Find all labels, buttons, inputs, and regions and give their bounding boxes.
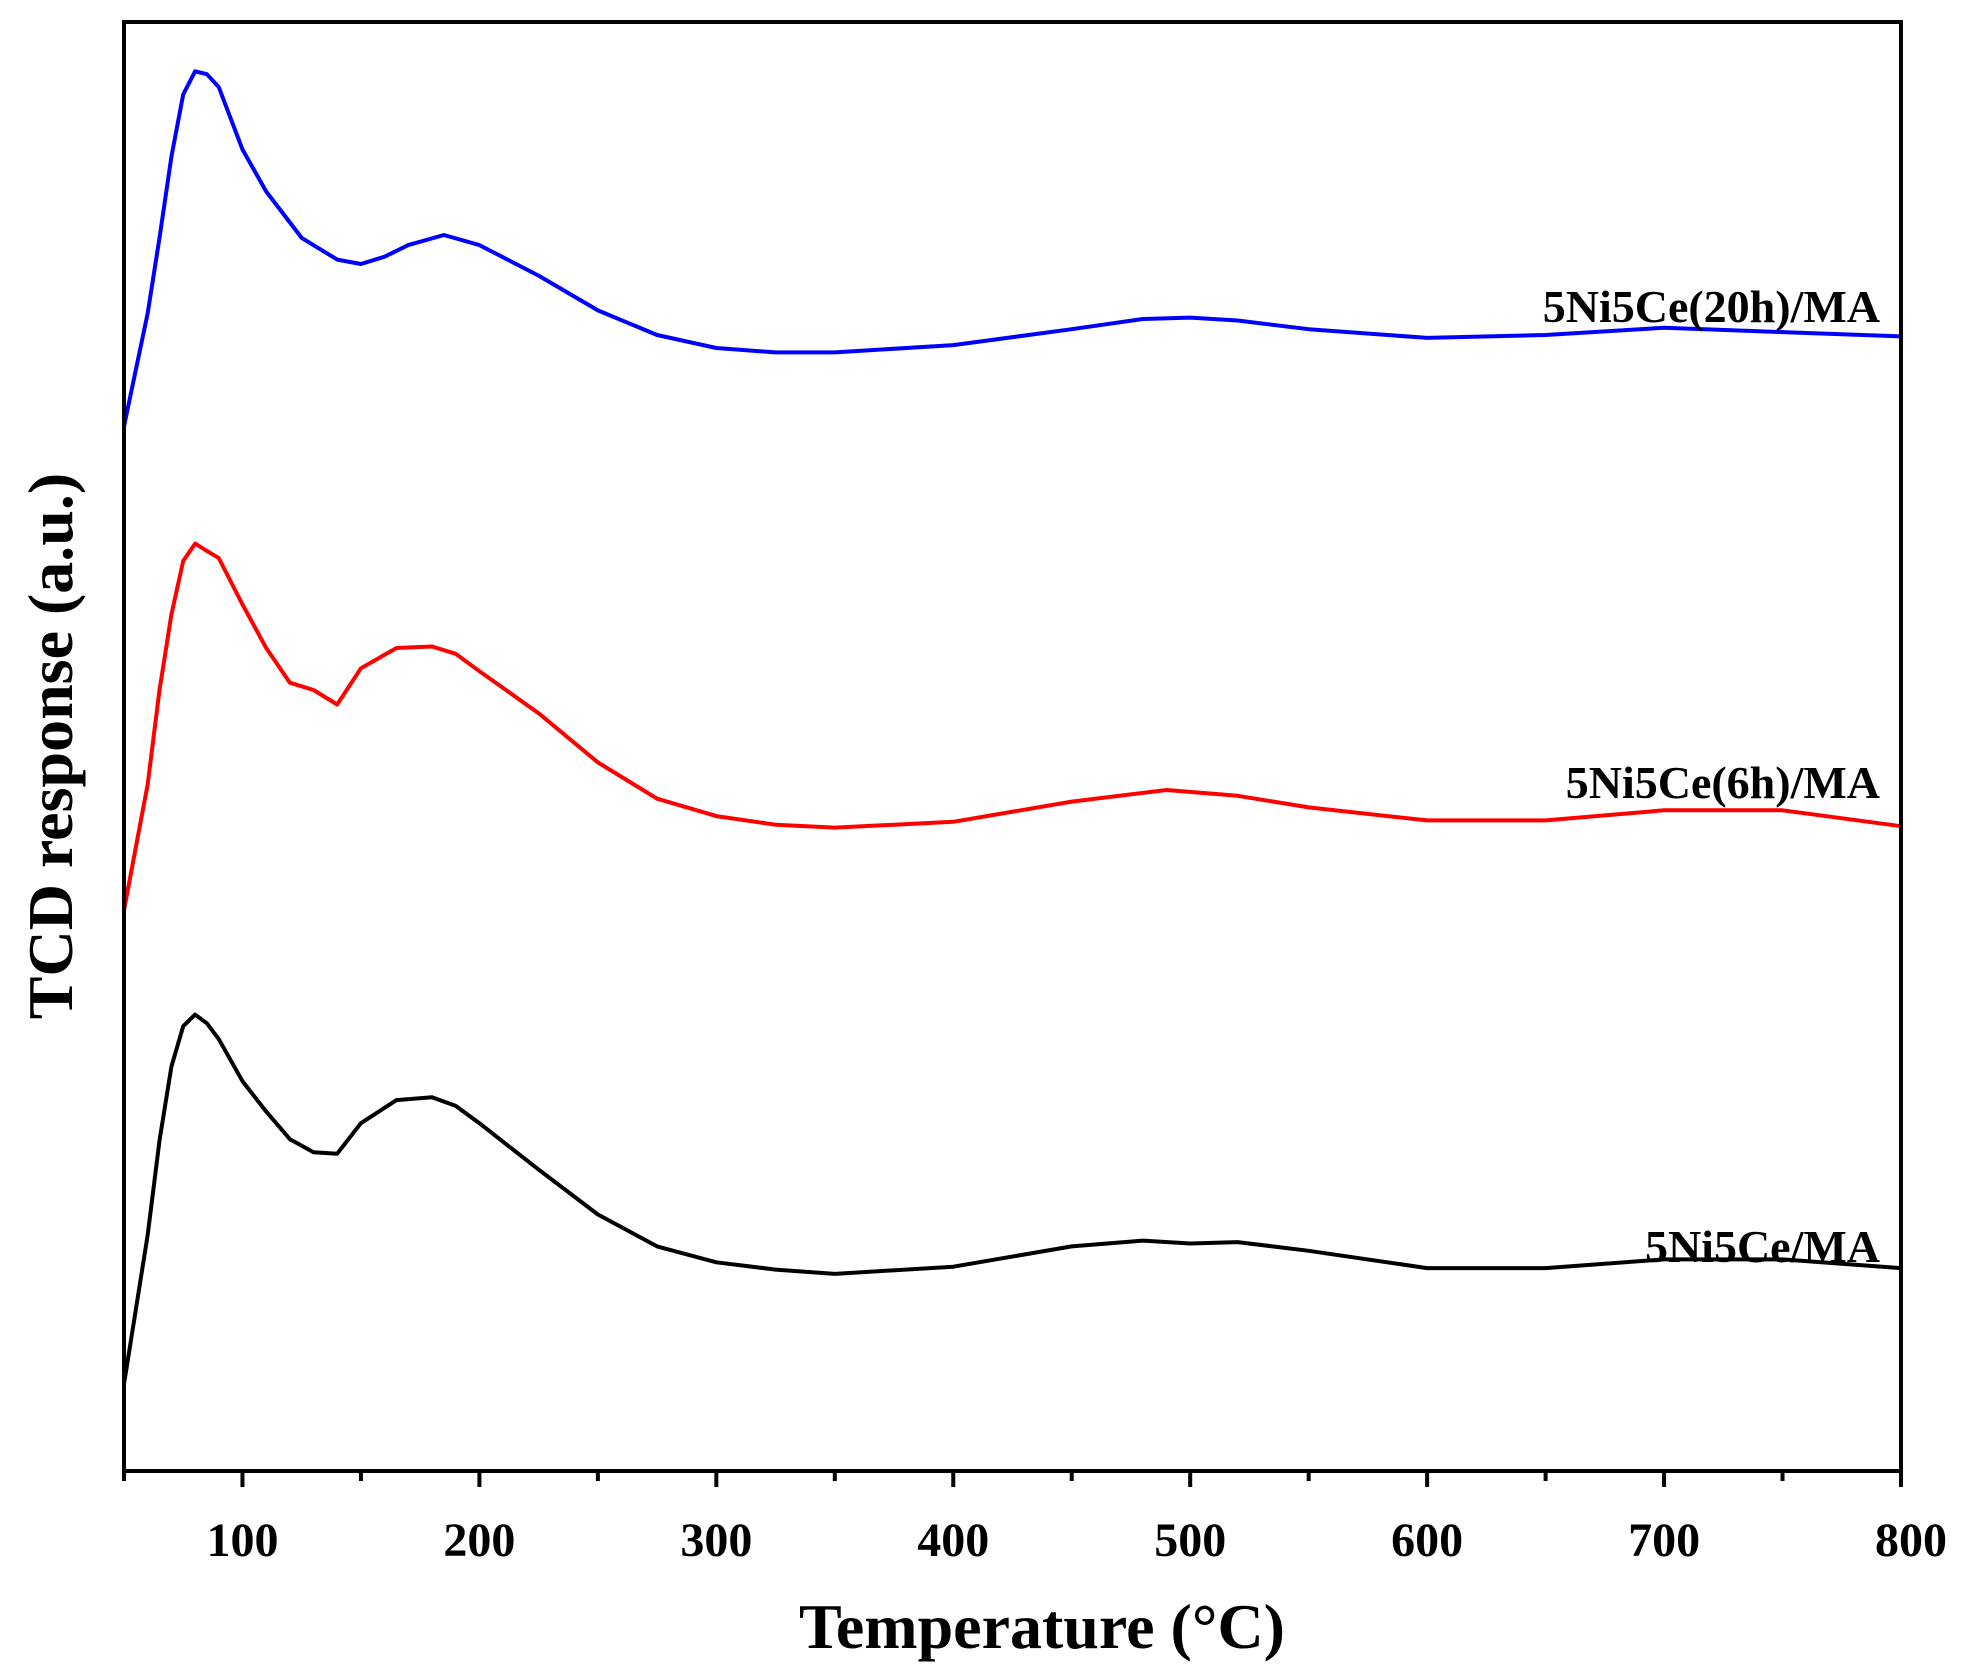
series-lines [122, 69, 1903, 1387]
x-axis-title: Temperature (°C) [799, 1591, 1285, 1662]
x-tick-label-200: 200 [443, 1514, 515, 1567]
x-tick-label-400: 400 [917, 1514, 989, 1567]
x-axis-ticks [122, 1471, 1903, 1487]
x-tick-label-300: 300 [680, 1514, 752, 1567]
y-axis-title: TCD response (a.u.) [15, 473, 86, 1019]
x-tick-label-500: 500 [1154, 1514, 1226, 1567]
series-line-5ni5ce-6h-ma [122, 541, 1903, 913]
x-tick-label-700: 700 [1628, 1514, 1700, 1567]
series-label-5ni5ce-ma: 5Ni5Ce/MA [1645, 1221, 1880, 1272]
series-line-5ni5ce-ma [122, 1012, 1903, 1387]
series-line-5ni5ce-20h-ma [122, 69, 1903, 429]
series-label-5ni5ce-6h-ma: 5Ni5Ce(6h)/MA [1566, 757, 1880, 808]
x-tick-label-100: 100 [206, 1514, 278, 1567]
series-labels: 5Ni5Ce(20h)/MA 5Ni5Ce(6h)/MA 5Ni5Ce/MA [1543, 281, 1880, 1272]
x-tick-label-800: 800 [1875, 1514, 1947, 1567]
x-axis-tick-labels: 100 200 300 400 500 600 700 800 [206, 1514, 1947, 1567]
plot-frame [122, 20, 1903, 1473]
x-tick-label-600: 600 [1391, 1514, 1463, 1567]
series-label-5ni5ce-20h-ma: 5Ni5Ce(20h)/MA [1543, 281, 1880, 332]
